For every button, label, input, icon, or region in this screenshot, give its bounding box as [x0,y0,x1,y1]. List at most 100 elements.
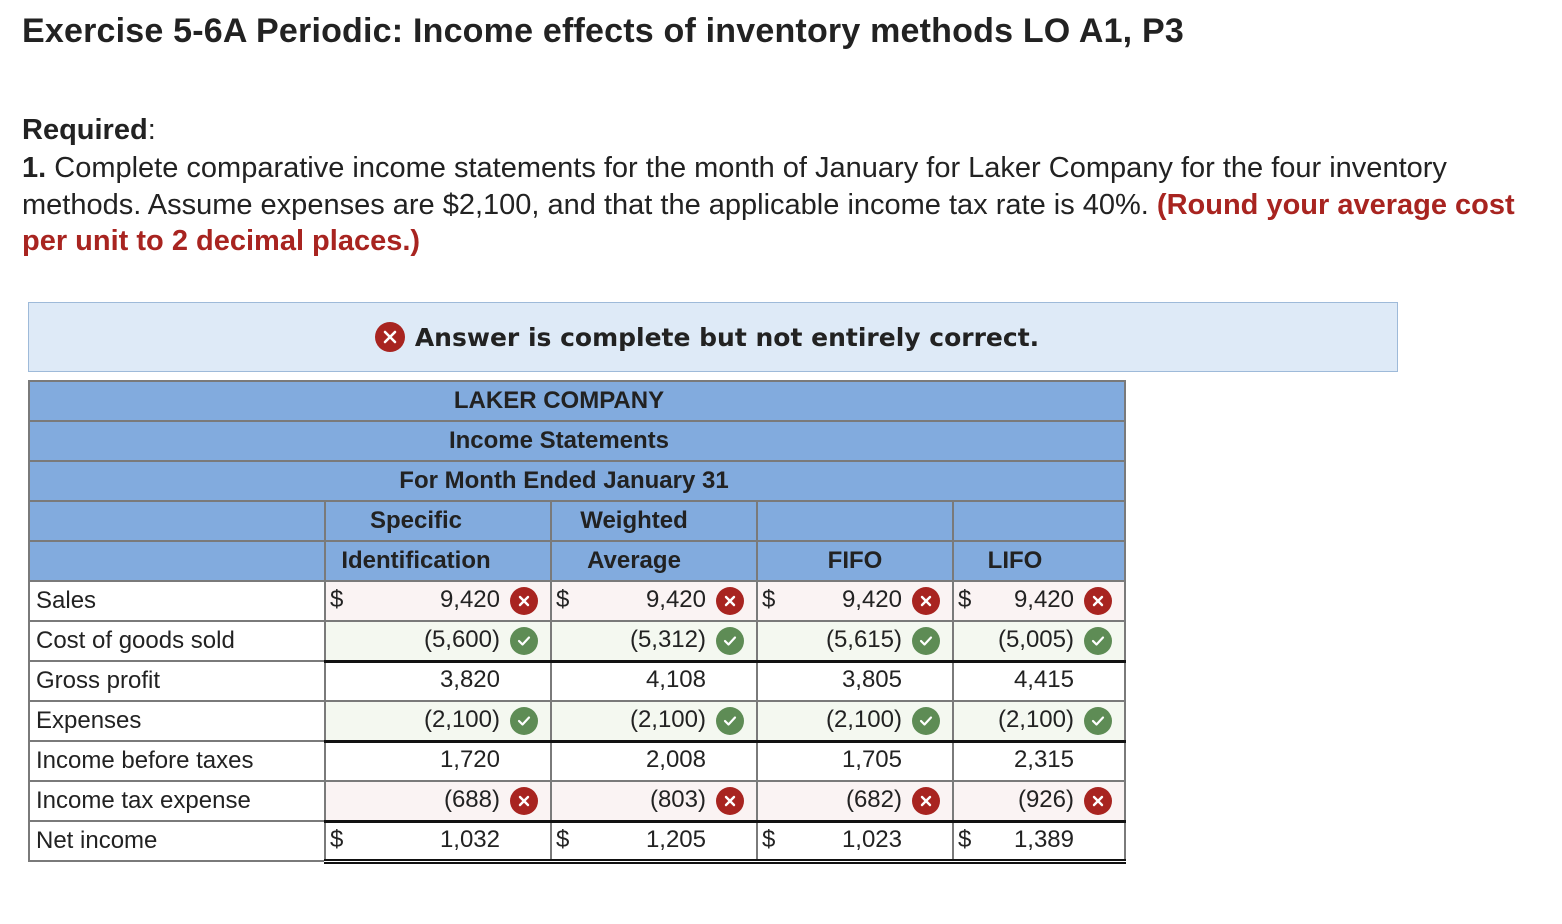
cogs-specific-input[interactable]: (5,600) [324,620,552,662]
instructions: 1. Complete comparative income statement… [22,150,1522,260]
dollar-sign: $ [958,825,972,853]
incorrect-x-icon [510,786,538,815]
column-header-row-2: Identification Average FIFO LIFO [28,540,1126,582]
col-header-text: Specific [369,507,463,534]
row-sales: Sales $9,420 $9,420 $9,420 $9,420 [28,580,1126,622]
income-statement-table: LAKER COMPANY Income Statements For Mont… [28,380,1126,864]
col-fifo-line1 [756,500,954,542]
column-header-row-1: Specific Weighted [28,500,1126,542]
net-income-fifo: $1,023 [756,819,954,864]
incorrect-x-icon [510,587,538,615]
row-income-tax-expense: Income tax expense (688) (803) (682) (92… [28,780,1126,822]
incorrect-x-icon [912,786,940,815]
correct-check-icon [510,626,538,655]
expenses-weighted-input[interactable]: (2,100) [550,700,758,742]
col-weighted-line2: Average [550,540,758,582]
cell-value: 3,805 [841,666,902,694]
expenses-fifo-input[interactable]: (2,100) [756,700,954,742]
tax-fifo-input[interactable]: (682) [756,780,954,822]
col-lifo-line2: LIFO [952,540,1126,582]
incorrect-x-icon [716,786,744,815]
sales-specific-input[interactable]: $9,420 [324,580,552,622]
row-income-before-taxes: Income before taxes 1,720 2,008 1,705 2,… [28,739,1126,782]
statement-title: Income Statements [28,420,1126,462]
dollar-sign: $ [556,585,570,613]
tax-weighted-input[interactable]: (803) [550,780,758,822]
incorrect-x-icon [1084,786,1112,815]
ibt-lifo: 2,315 [952,739,1126,782]
statement-title-text: Income Statements [448,427,670,454]
cell-value: 4,415 [1013,666,1074,694]
cell-value: 9,420 [1013,585,1074,613]
gross-profit-specific: 3,820 [324,659,552,702]
ibt-weighted: 2,008 [550,739,758,782]
dollar-sign: $ [762,585,776,613]
required-heading: Required: [22,114,156,147]
correct-check-icon [1084,626,1112,655]
correct-check-icon [912,706,940,735]
gross-profit-weighted: 4,108 [550,659,758,702]
cell-value: (5,600) [423,625,500,653]
sales-fifo-input[interactable]: $9,420 [756,580,954,622]
expenses-lifo-input[interactable]: (2,100) [952,700,1126,742]
cell-value: 3,820 [439,666,500,694]
dollar-sign: $ [556,825,570,853]
ibt-specific: 1,720 [324,739,552,782]
row-label: Income before taxes [28,740,326,782]
row-label: Gross profit [28,660,326,702]
cell-value: (2,100) [825,705,902,733]
col-fifo-line2: FIFO [756,540,954,582]
cell-value: 1,032 [439,825,500,853]
dollar-sign: $ [958,585,972,613]
cell-value: (2,100) [997,705,1074,733]
cogs-weighted-input[interactable]: (5,312) [550,620,758,662]
rounding-note: (Round your average cost per unit to 2 d… [22,188,1515,258]
correct-check-icon [510,706,538,735]
cell-value: 1,205 [645,825,706,853]
row-label: Income tax expense [28,780,326,822]
incorrect-x-icon [912,587,940,615]
row-net-income: Net income $1,032 $1,205 $1,023 $1,389 [28,819,1126,864]
instruction-text: Complete comparative income statements f… [22,152,1447,221]
col-specific-line1: Specific [324,500,552,542]
incorrect-x-icon [716,587,744,615]
col-header-text: LIFO [987,547,1043,574]
col-specific-line2: Identification [324,540,552,582]
item-number: 1. [22,152,47,184]
cogs-lifo-input[interactable]: (5,005) [952,620,1126,662]
feedback-text: Answer is complete but not entirely corr… [414,322,1040,352]
page-title: Exercise 5-6A Periodic: Income effects o… [22,12,1184,50]
header-period-row: For Month Ended January 31 [28,460,1126,502]
cogs-fifo-input[interactable]: (5,615) [756,620,954,662]
gross-profit-lifo: 4,415 [952,659,1126,702]
required-colon: : [147,114,156,146]
statement-period-text: For Month Ended January 31 [399,467,729,494]
row-cost-of-goods-sold: Cost of goods sold (5,600) (5,312) (5,61… [28,620,1126,662]
tax-specific-input[interactable]: (688) [324,780,552,822]
gross-profit-fifo: 3,805 [756,659,954,702]
cell-value: 1,720 [439,746,500,774]
row-expenses: Expenses (2,100) (2,100) (2,100) (2,100) [28,700,1126,742]
x-circle-icon [374,322,405,352]
cell-value: 4,108 [645,666,706,694]
correct-check-icon [1084,706,1112,735]
dollar-sign: $ [330,825,344,853]
dollar-sign: $ [762,825,776,853]
header-blank [28,540,326,582]
expenses-specific-input[interactable]: (2,100) [324,700,552,742]
col-header-text: Average [587,547,681,574]
cell-value: (926) [1017,785,1074,813]
correct-check-icon [716,626,744,655]
tax-lifo-input[interactable]: (926) [952,780,1126,822]
net-income-specific: $1,032 [324,819,552,864]
cell-value: 2,315 [1013,746,1074,774]
row-gross-profit: Gross profit 3,820 4,108 3,805 4,415 [28,659,1126,702]
company-name-text: LAKER COMPANY [453,387,665,414]
cell-value: 9,420 [439,585,500,613]
sales-weighted-input[interactable]: $9,420 [550,580,758,622]
cell-value: 1,389 [1013,825,1074,853]
col-lifo-line1 [952,500,1126,542]
net-income-weighted: $1,205 [550,819,758,864]
cell-value: (5,312) [629,625,706,653]
sales-lifo-input[interactable]: $9,420 [952,580,1126,622]
